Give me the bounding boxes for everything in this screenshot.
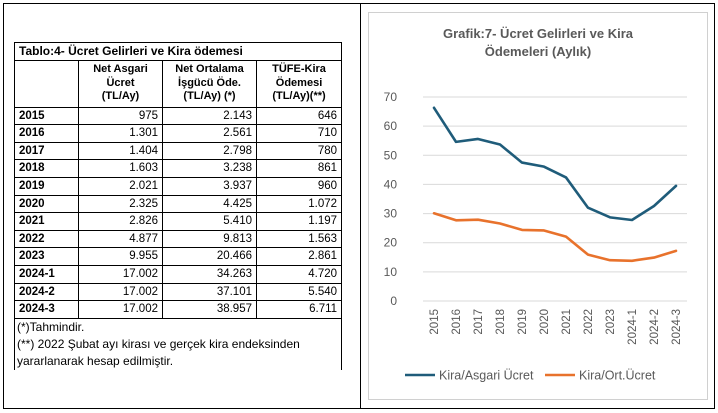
row-value-b: 34.263	[162, 264, 257, 284]
row-value-b: 38.957	[162, 300, 257, 319]
chart-title: Grafik:7- Ücret Gelirleri ve Kira Ödemel…	[442, 26, 634, 59]
table-row: 2024-1 17.002 34.263 4.720	[14, 264, 343, 284]
row-value-a: 17.002	[78, 264, 163, 284]
header-empty	[14, 59, 79, 108]
table-row: 2023 9.955 20.466 2.861	[14, 247, 343, 266]
table-row: 2019 2.021 3.937 960	[14, 176, 343, 196]
row-value-b: 9.813	[162, 229, 257, 249]
row-value-c: 710	[255, 124, 343, 143]
table-row: 2015 975 2.143 646	[14, 106, 343, 126]
row-value-a: 17.002	[78, 282, 163, 302]
x-tick-label: 2024-1	[627, 309, 639, 345]
table-row: 2024-2 17.002 37.101 5.540	[14, 282, 343, 302]
row-year: 2020	[14, 194, 79, 214]
x-tick-label: 2015	[429, 309, 441, 335]
row-value-b: 2.143	[162, 106, 257, 126]
panel-divider	[360, 3, 361, 409]
y-tick-label: 0	[390, 294, 397, 308]
y-tick-label: 30	[384, 207, 398, 221]
y-tick-label: 50	[384, 148, 398, 162]
row-year: 2023	[14, 247, 79, 266]
chart-panel: Grafik:7- Ücret Gelirleri ve Kira Ödemel…	[368, 12, 708, 400]
row-value-c: 1.197	[255, 212, 343, 231]
table-row: 2018 1.603 3.238 861	[14, 159, 343, 178]
row-value-a: 9.955	[78, 247, 163, 266]
header-rent: TÜFE-Kira Ödemesi (TL/Ay)(**)	[255, 59, 343, 108]
x-tick-label: 2018	[495, 309, 507, 335]
header-min-wage: Net Asgari Ücret (TL/Ay)	[78, 59, 163, 108]
x-tick-label: 2019	[517, 309, 529, 335]
row-value-a: 1.603	[78, 159, 163, 178]
x-tick-label: 2017	[473, 309, 485, 335]
series-line-0	[432, 106, 678, 222]
row-value-a: 1.404	[78, 141, 163, 161]
row-value-c: 1.563	[255, 229, 343, 249]
table-title: Tablo:4- Ücret Gelirleri ve Kira ödemesi	[13, 42, 343, 61]
y-tick-label: 60	[384, 119, 398, 133]
table-row: 2016 1.301 2.561 710	[14, 124, 343, 143]
row-value-b: 20.466	[162, 247, 257, 266]
x-tick-label: 2023	[605, 309, 617, 335]
table-row: 2017 1.404 2.798 780	[14, 141, 343, 161]
row-value-c: 4.720	[255, 264, 343, 284]
series-line-1	[432, 211, 678, 263]
row-year: 2021	[14, 212, 79, 231]
row-value-b: 3.238	[162, 159, 257, 178]
y-tick-label: 70	[384, 90, 398, 104]
row-year: 2022	[14, 229, 79, 249]
row-value-c: 6.711	[255, 300, 343, 319]
x-tick-label: 2021	[561, 309, 573, 335]
row-value-a: 2.826	[78, 212, 163, 231]
row-year: 2024-2	[14, 282, 79, 302]
row-year: 2016	[14, 124, 79, 143]
row-value-c: 861	[255, 159, 343, 178]
row-value-a: 2.325	[78, 194, 163, 214]
row-value-b: 2.561	[162, 124, 257, 143]
wage-rent-table: Tablo:4- Ücret Gelirleri ve Kira ödemesi…	[13, 42, 343, 370]
x-tick-label: 2024-2	[649, 309, 661, 345]
row-value-a: 975	[78, 106, 163, 126]
note-rent-method: (**) 2022 Şubat ayı kirası ve gerçek kir…	[13, 335, 343, 370]
row-value-b: 5.410	[162, 212, 257, 231]
x-tick-label: 2020	[539, 309, 551, 335]
header-avg-wage: Net Ortalama İşgücü Öde. (TL/Ay) (*)	[162, 59, 257, 108]
table-row: 2024-3 17.002 38.957 6.711	[14, 300, 343, 319]
row-value-c: 960	[255, 176, 343, 196]
y-tick-label: 10	[384, 265, 398, 279]
row-value-c: 1.072	[255, 194, 343, 214]
table-row: 2022 4.877 9.813 1.563	[14, 229, 343, 249]
row-year: 2015	[14, 106, 79, 126]
x-tick-label: 2024-3	[671, 309, 683, 345]
y-tick-label: 20	[384, 236, 398, 250]
row-year: 2017	[14, 141, 79, 161]
row-value-b: 2.798	[162, 141, 257, 161]
row-value-b: 37.101	[162, 282, 257, 302]
x-tick-label: 2022	[583, 309, 595, 335]
x-tick-label: 2016	[451, 309, 463, 335]
table-row: 2021 2.826 5.410 1.197	[14, 212, 343, 231]
row-value-c: 780	[255, 141, 343, 161]
row-value-a: 2.021	[78, 176, 163, 196]
row-year: 2018	[14, 159, 79, 178]
outer-frame	[3, 3, 715, 409]
row-value-b: 3.937	[162, 176, 257, 196]
line-chart: 0 10 20 30 40 50 60 70 2015 2016 2017 2018 2019 2020 2…	[384, 90, 687, 383]
row-value-a: 4.877	[78, 229, 163, 249]
table-row: 2020 2.325 4.425 1.072	[14, 194, 343, 214]
legend-label-1: Kira/Ort.Ücret	[579, 369, 656, 383]
row-value-a: 1.301	[78, 124, 163, 143]
note-estimate: (*)Tahmindir.	[13, 318, 343, 336]
row-value-c: 646	[255, 106, 343, 126]
table-header-row: Net Asgari Ücret (TL/Ay) Net Ortalama İşgüc…	[14, 59, 343, 108]
row-year: 2024-3	[14, 300, 79, 319]
row-value-b: 4.425	[162, 194, 257, 214]
row-year: 2024-1	[14, 264, 79, 284]
row-year: 2019	[14, 176, 79, 196]
row-value-c: 5.540	[255, 282, 343, 302]
y-tick-label: 40	[384, 177, 398, 191]
legend-label-0: Kira/Asgari Ücret	[439, 369, 534, 383]
row-value-a: 17.002	[78, 300, 163, 319]
row-value-c: 2.861	[255, 247, 343, 266]
